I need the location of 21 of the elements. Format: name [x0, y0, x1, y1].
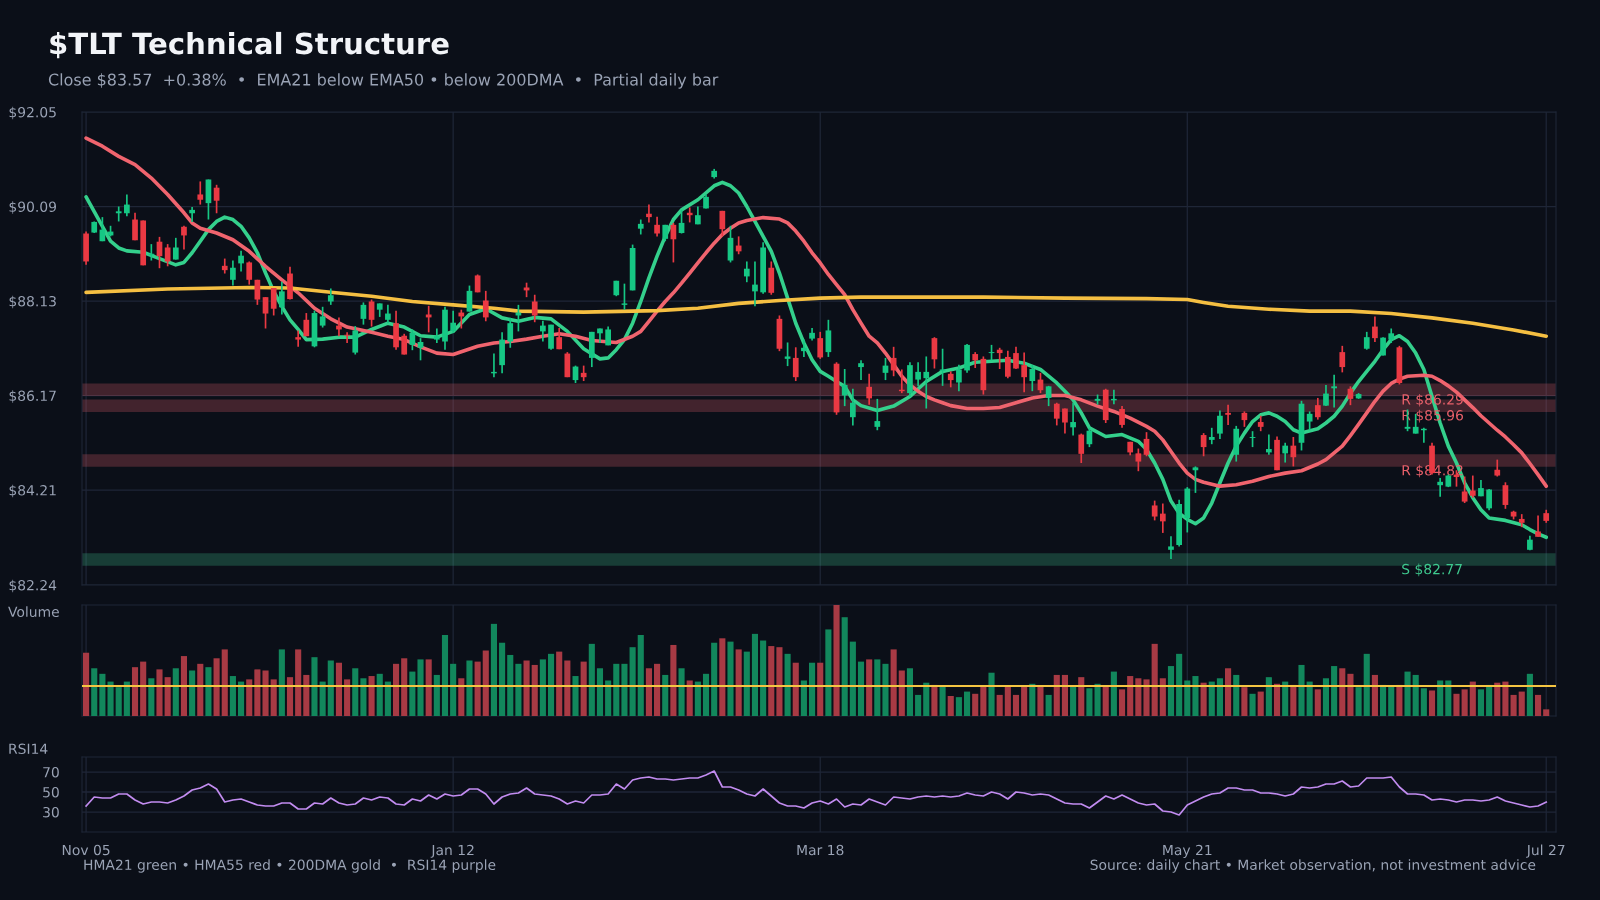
chart-title: RSI14	[9, 743, 48, 755]
y-tick-label: 50	[43, 786, 59, 798]
y-tick-label: $82.24	[9, 579, 57, 593]
x-tick-label: Jan 12	[430, 844, 474, 858]
text: HMA21 green • HMA55 red • 200DMA gold • RSI14 purple	[84, 859, 496, 873]
y-tick-label: $84.21	[9, 484, 56, 498]
y-tick-label: 70	[43, 766, 59, 778]
chart-title: $TLT Technical Structure	[50, 31, 449, 59]
y-tick-label: 30	[43, 806, 59, 818]
x-tick-label: Mar 18	[797, 844, 844, 856]
chart-title: Volume	[8, 606, 59, 618]
y-tick-label: $86.17	[9, 390, 56, 403]
chart-subtitle: Close $83.57 +0.38% • EMA21 below EMA50 • below 200DMA • Partial daily bar	[48, 73, 719, 89]
y-tick-label: $88.13	[9, 295, 56, 309]
ref-line-label: S $82.77	[1402, 563, 1462, 577]
source-note: Source: daily chart • Market observation, not investment advice	[1090, 859, 1536, 873]
x-tick-label: Nov 05	[62, 844, 110, 856]
x-tick-label: May 21	[1163, 844, 1212, 858]
y-tick-label: $92.05	[9, 106, 56, 120]
x-tick-label: Jul 27	[1526, 844, 1565, 858]
y-tick-label: $90.09	[9, 201, 57, 214]
